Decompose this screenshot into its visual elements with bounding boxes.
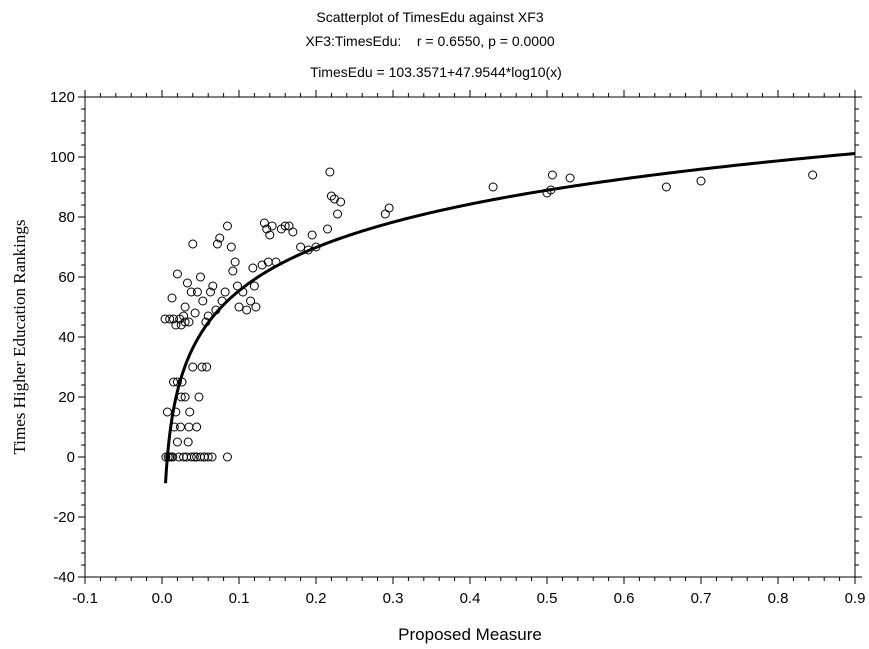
y-tick-label: -40 — [53, 569, 75, 586]
x-tick-labels: -0.1 0.0 0.1 0.2 0.3 0.4 0.5 0.6 0.7 0.8 0.9 — [72, 590, 865, 607]
data-point — [333, 209, 343, 219]
data-point — [336, 197, 346, 207]
data-point — [186, 452, 196, 462]
data-point — [222, 221, 232, 231]
data-point — [190, 308, 200, 318]
y-tick-label: 20 — [58, 389, 75, 406]
data-point — [325, 167, 335, 177]
data-point — [169, 314, 179, 324]
data-point — [189, 452, 199, 462]
x-tick-label: 0.3 — [383, 590, 404, 607]
data-point — [222, 452, 232, 462]
x-tick-label: 0.0 — [152, 590, 173, 607]
fit-equation: TimesEdu = 103.3571+47.9544*log10(x) — [310, 64, 562, 80]
data-point — [246, 296, 256, 306]
data-point — [184, 317, 194, 327]
data-point — [199, 452, 209, 462]
major-ticks — [78, 90, 862, 584]
data-point — [307, 230, 317, 240]
data-point — [184, 422, 194, 432]
data-point — [182, 278, 192, 288]
data-point — [280, 221, 290, 231]
data-point — [188, 239, 198, 249]
data-point — [488, 182, 498, 192]
data-point — [226, 242, 236, 252]
y-tick-labels: 120 100 80 60 40 20 0 -20 -40 — [50, 89, 75, 586]
data-point — [203, 452, 213, 462]
data-point — [183, 437, 193, 447]
data-point — [547, 170, 557, 180]
x-tick-label: 0.2 — [306, 590, 327, 607]
data-point — [323, 224, 333, 234]
data-point — [167, 293, 177, 303]
y-tick-label: 120 — [50, 89, 75, 106]
data-point — [661, 182, 671, 192]
data-point — [188, 362, 198, 372]
data-point — [172, 269, 182, 279]
data-point — [180, 302, 190, 312]
y-tick-label: 80 — [58, 209, 75, 226]
minor-ticks — [81, 93, 859, 581]
data-point — [228, 266, 238, 276]
x-axis-label: Proposed Measure — [398, 625, 542, 644]
y-tick-label: 60 — [58, 269, 75, 286]
x-tick-label: 0.9 — [845, 590, 866, 607]
data-point — [192, 287, 202, 297]
data-point — [194, 392, 204, 402]
data-point — [202, 362, 212, 372]
x-tick-label: 0.1 — [229, 590, 250, 607]
data-point — [249, 281, 259, 291]
data-point — [267, 221, 277, 231]
data-point — [232, 281, 242, 291]
y-tick-label: 0 — [67, 449, 75, 466]
data-point — [215, 233, 225, 243]
data-point — [172, 437, 182, 447]
data-point — [808, 170, 818, 180]
data-point — [262, 224, 272, 234]
data-point — [212, 239, 222, 249]
data-point — [198, 296, 208, 306]
data-point — [696, 176, 706, 186]
x-tick-label: 0.5 — [537, 590, 558, 607]
y-tick-label: 100 — [50, 149, 75, 166]
x-tick-label: 0.6 — [614, 590, 635, 607]
x-tick-label: -0.1 — [72, 590, 98, 607]
data-point — [186, 287, 196, 297]
data-point — [165, 314, 175, 324]
data-point — [288, 227, 298, 237]
x-tick-label: 0.4 — [460, 590, 481, 607]
data-point — [242, 305, 252, 315]
y-axis-label: Times Higher Education Rankings — [10, 220, 29, 455]
x-tick-label: 0.8 — [768, 590, 789, 607]
data-point — [248, 263, 258, 273]
data-point — [234, 302, 244, 312]
data-point — [169, 377, 179, 387]
fit-curve — [164, 152, 856, 484]
data-point — [326, 191, 336, 201]
data-point — [251, 302, 261, 312]
data-point — [565, 173, 575, 183]
data-point — [384, 203, 394, 213]
chart-subtitle: XF3:TimesEdu: r = 0.6550, p = 0.0000 — [305, 33, 555, 49]
data-point — [180, 392, 190, 402]
data-point — [196, 272, 205, 282]
data-point — [296, 242, 306, 252]
data-point — [179, 311, 189, 321]
chart-title: Scatterplot of TimesEdu against XF3 — [316, 9, 543, 25]
data-point — [180, 317, 190, 327]
plot-frame — [84, 96, 856, 578]
data-point — [265, 230, 275, 240]
data-point — [208, 281, 218, 291]
y-tick-label: -20 — [53, 509, 75, 526]
y-tick-label: 40 — [58, 329, 75, 346]
data-point — [259, 218, 269, 228]
data-point — [185, 407, 195, 417]
data-point — [206, 287, 216, 297]
data-point — [220, 287, 230, 297]
data-point — [197, 362, 207, 372]
x-tick-label: 0.7 — [691, 590, 712, 607]
data-point — [230, 257, 240, 267]
